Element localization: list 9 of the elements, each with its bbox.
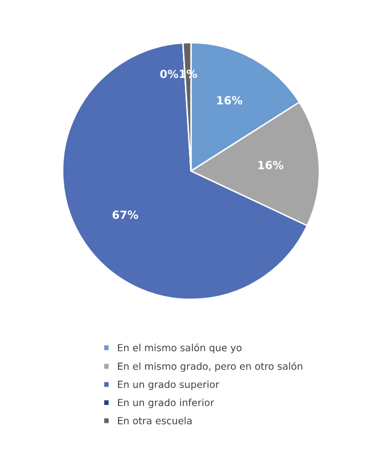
data-label: 67% [112,210,138,219]
data-label: 16% [258,160,284,170]
legend-label: En el mismo salón que yo [118,343,242,354]
text: 0% [160,70,178,78]
legend-label: En un grado inferior [118,398,214,408]
legend-label: En otra escuela [118,416,192,424]
data-label: 16% [217,96,242,104]
legend-label: En un grado superior [118,380,220,390]
legend-label: En el mismo grado, pero en otro salón [118,362,302,372]
